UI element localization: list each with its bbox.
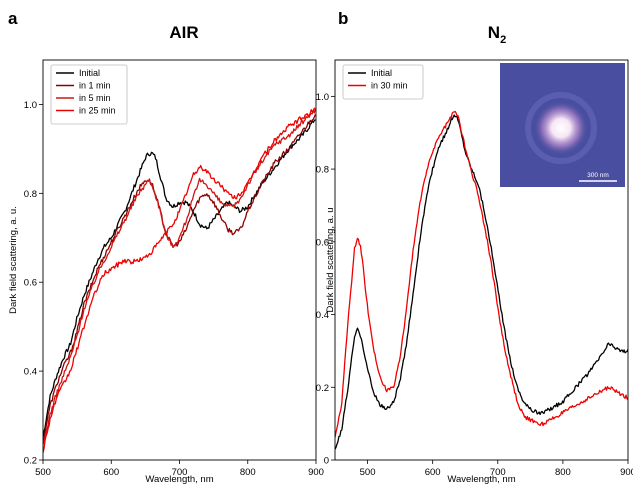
y-tick-label: 1.0 [24,100,37,111]
legend-label: Initial [371,68,392,78]
legend-label: in 30 min [371,81,408,91]
x-axis-label: Wavelength, nm [447,474,515,485]
y-tick-label: 0.4 [316,310,329,321]
series-line [43,119,316,438]
y-tick-label: 0.2 [24,456,37,467]
series-line [335,114,628,450]
x-tick-label: 500 [360,467,376,478]
legend-label: in 1 min [79,81,111,91]
inset-particle [534,101,588,155]
y-tick-label: 0.8 [24,189,37,200]
x-tick-label: 700 [172,467,188,478]
y-axis-label: Dark field scattering, a. u [325,207,336,312]
x-tick-label: 800 [555,467,571,478]
series-line [335,110,628,438]
y-tick-label: 0.6 [24,278,37,289]
panel-letter: b [338,9,348,28]
x-tick-label: 800 [240,467,256,478]
legend-box [50,64,128,125]
x-tick-label: 900 [620,467,633,478]
series-line [43,107,316,453]
y-tick-label: 0.8 [316,165,329,176]
y-tick-label: 0.2 [316,383,329,394]
panel-letter: a [8,9,18,28]
series-line [43,114,316,442]
y-tick-label: 1.0 [316,92,329,103]
legend-label: in 5 min [79,93,111,103]
x-tick-label: 600 [425,467,441,478]
legend-label: Initial [79,68,100,78]
x-tick-label: 500 [35,467,51,478]
scale-bar-label: 300 nm [587,172,609,179]
series-group [43,107,316,453]
panel-b: b N2 500 600 700 800 900 0 0.2 0.4 0.6 0.8 1.0 Wavele… [316,9,633,485]
legend-label: in 25 min [79,106,116,116]
inset-ring [525,92,597,164]
x-tick-label: 600 [103,467,119,478]
y-tick-label: 0.4 [24,367,37,378]
y-axis-label: Dark field scattering, a. u. [8,206,19,314]
plot-frame [334,59,629,461]
series-group [335,110,628,450]
x-axis-label: Wavelength, nm [145,474,213,485]
y-tick-label: 0.6 [316,237,329,248]
chart-title-subscript: 2 [500,34,506,46]
series-line [43,108,316,445]
x-tick-label: 700 [490,467,506,478]
chart-title: N2 [488,23,506,46]
panel-a: a AIR 500 600 700 800 900 0.2 0.4 0.6 0.8 1.0 Wavele… [8,9,324,485]
y-tick-label: 0 [324,456,329,467]
x-tick-label: 900 [308,467,324,478]
chart-title: AIR [169,23,198,42]
